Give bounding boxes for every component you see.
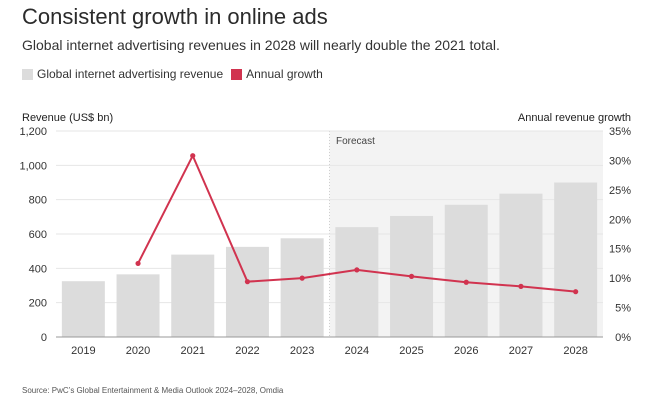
- source-note: Source: PwC’s Global Entertainment & Med…: [22, 386, 284, 395]
- x-tick-label: 2020: [126, 345, 150, 357]
- y-tick-label: 1,000: [19, 160, 47, 172]
- bar-2023: [280, 238, 324, 337]
- y2-tick-label: 0%: [615, 332, 631, 344]
- y2-tick-label: 35%: [609, 126, 631, 138]
- growth-point-2023: [299, 275, 305, 281]
- growth-point-2021: [190, 153, 196, 159]
- y-tick-label: 800: [29, 195, 47, 207]
- bar-2027: [499, 193, 543, 337]
- x-tick-label: 2027: [509, 345, 533, 357]
- legend-label-revenue: Global internet advertising revenue: [37, 67, 224, 81]
- x-tick-label: 2024: [345, 345, 369, 357]
- growth-point-2025: [408, 273, 415, 279]
- bar-2021: [171, 254, 215, 337]
- x-tick-label: 2022: [235, 345, 259, 357]
- x-tick-label: 2023: [290, 345, 314, 357]
- growth-point-2024: [354, 267, 360, 273]
- y-tick-label: 1,200: [19, 126, 47, 138]
- bar-2020: [116, 274, 160, 337]
- growth-point-2026: [463, 279, 469, 285]
- legend-swatch-growth: [231, 68, 243, 80]
- y2-tick-label: 30%: [609, 155, 631, 167]
- chart-subtitle: Global internet advertising revenues in …: [22, 37, 500, 53]
- growth-point-2028: [573, 289, 579, 295]
- y2-tick-label: 25%: [609, 185, 631, 197]
- x-tick-label: 2021: [181, 345, 205, 357]
- forecast-label: Forecast: [336, 136, 375, 147]
- bar-2028: [554, 182, 598, 337]
- growth-point-2022: [244, 279, 251, 285]
- x-tick-label: 2028: [563, 345, 587, 357]
- y2-axis-title: Annual revenue growth: [518, 112, 631, 124]
- x-tick-label: 2025: [399, 345, 423, 357]
- x-tick-label: 2019: [71, 345, 95, 357]
- legend: Global internet advertising revenue Annu…: [22, 67, 331, 81]
- bar-2024: [335, 227, 379, 337]
- bar-2019: [61, 281, 105, 337]
- legend-label-growth: Annual growth: [246, 67, 323, 81]
- legend-item-revenue: Global internet advertising revenue: [22, 67, 223, 81]
- growth-point-2027: [518, 283, 524, 289]
- y-axis-title: Revenue (US$ bn): [22, 112, 113, 124]
- growth-point-2020: [135, 260, 141, 267]
- bar-2022: [225, 246, 269, 337]
- bar-2026: [444, 204, 488, 337]
- y-tick-label: 200: [29, 298, 47, 310]
- y-tick-label: 0: [41, 332, 47, 344]
- y2-tick-label: 5%: [615, 303, 631, 315]
- x-tick-label: 2026: [454, 345, 478, 357]
- legend-swatch-revenue: [22, 68, 33, 80]
- y2-tick-label: 10%: [609, 273, 631, 285]
- chart-title: Consistent growth in online ads: [22, 4, 328, 29]
- y-tick-label: 400: [29, 263, 47, 275]
- legend-item-growth: Annual growth: [231, 67, 323, 81]
- y2-tick-label: 15%: [609, 244, 631, 256]
- y2-tick-label: 20%: [609, 214, 631, 226]
- y-tick-label: 600: [29, 229, 47, 241]
